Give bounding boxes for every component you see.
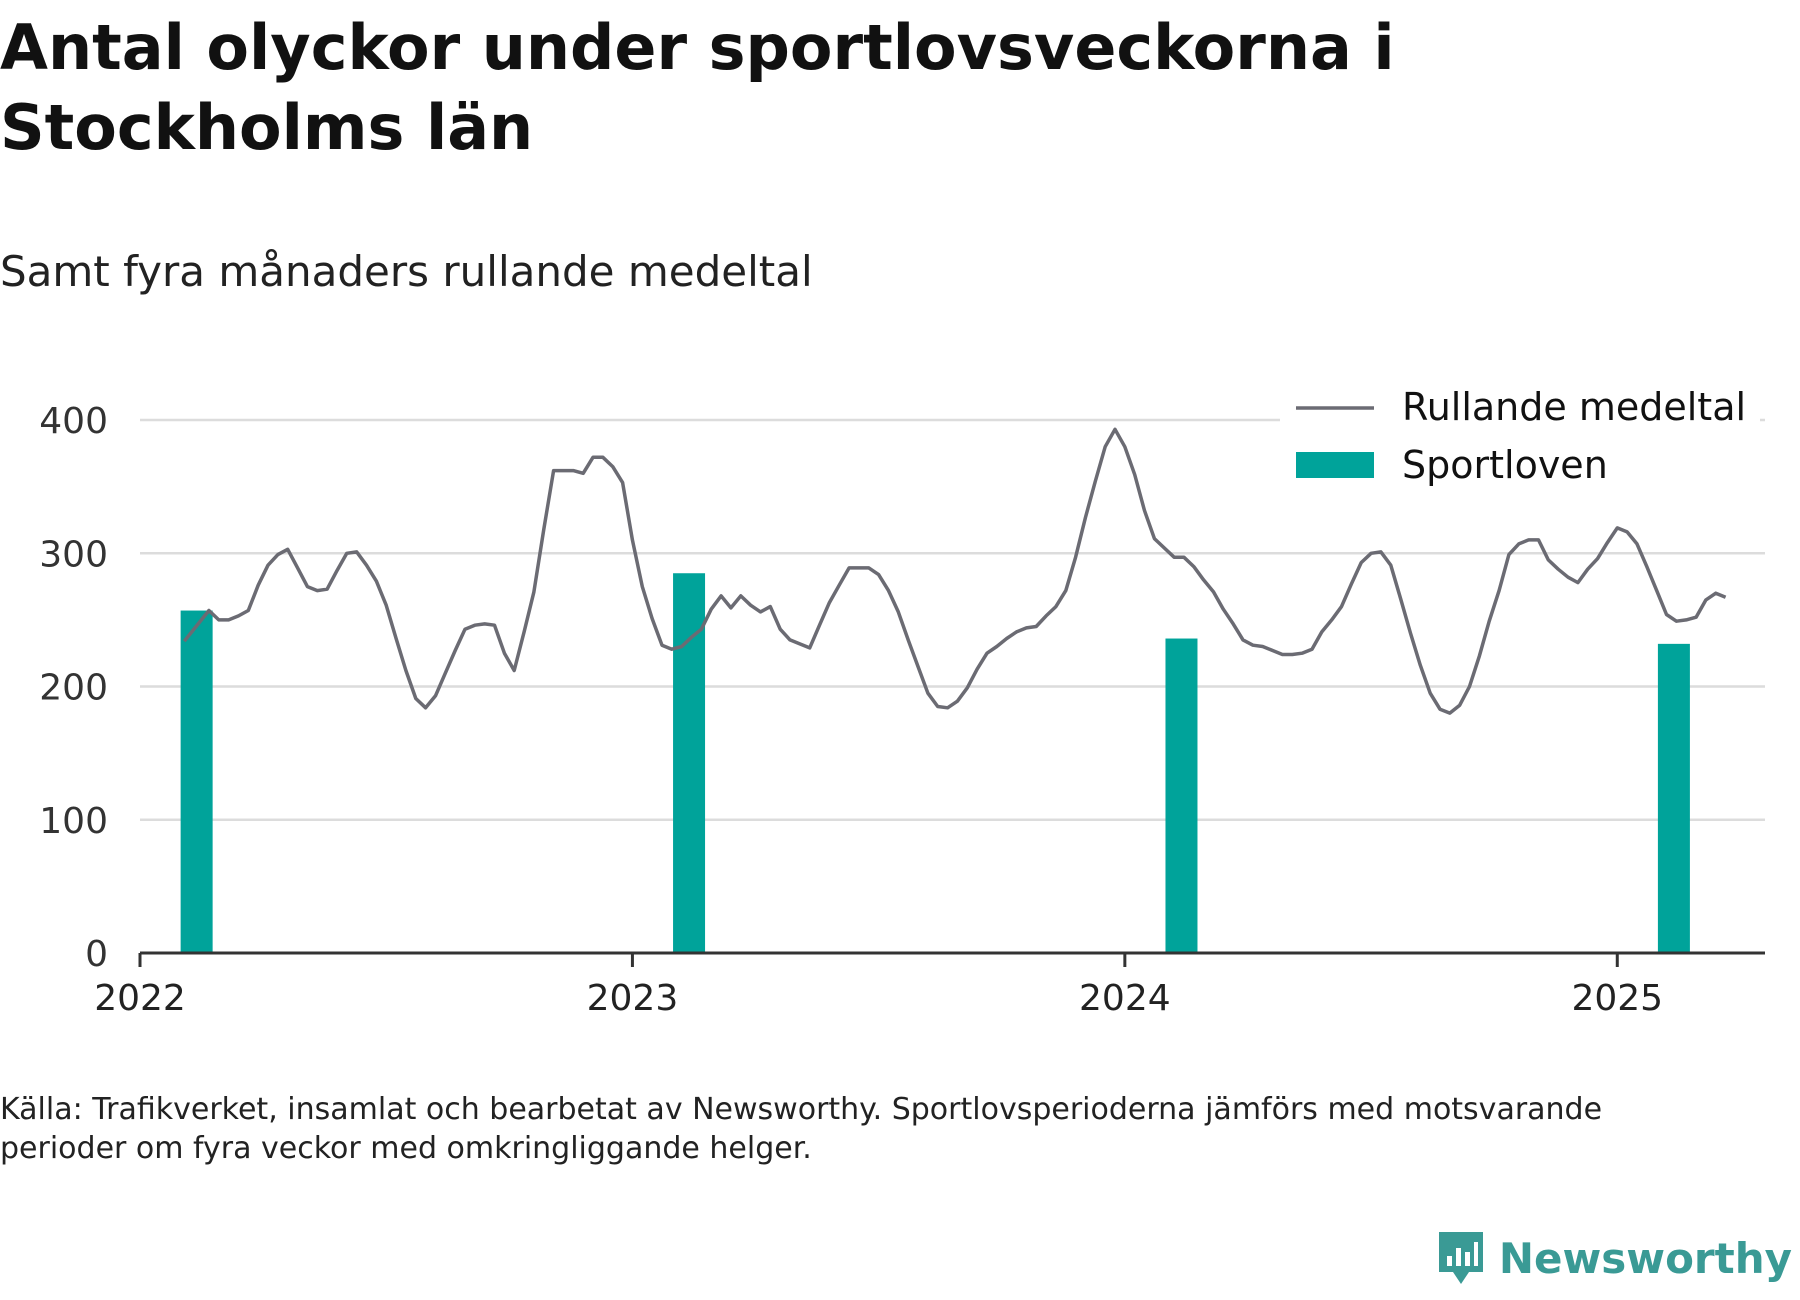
sportlov-bar: [1165, 638, 1198, 953]
y-tick-label: 300: [39, 534, 108, 575]
sportlov-bar: [1657, 643, 1690, 953]
legend-label-line: Rullande medeltal: [1402, 385, 1746, 429]
newsworthy-logo-icon: [1438, 1232, 1483, 1284]
x-tick-label: 2023: [587, 978, 679, 1019]
legend-bar-swatch: [1296, 452, 1374, 478]
chart-area: 0 100 200 300 400 2022 2023 2024 2025 Rullande …: [39, 382, 1765, 1019]
y-axis-ticks: 0 100 200 300 400: [39, 401, 108, 975]
y-tick-label: 0: [85, 934, 108, 975]
legend: Rullande medeltal Sportloven: [1280, 382, 1760, 494]
brand-name: Newsworthy: [1498, 1233, 1792, 1283]
x-tick-label: 2025: [1571, 978, 1663, 1019]
sportlov-bar: [180, 610, 213, 953]
legend-label-bar: Sportloven: [1402, 443, 1608, 487]
sportlov-bar: [673, 573, 706, 953]
rolling-average-line: [182, 427, 1727, 715]
x-axis: 2022 2023 2024 2025: [94, 951, 1765, 1019]
line-series: [182, 427, 1727, 715]
chart-title: Antal olyckor under sportlovsveckorna i …: [0, 11, 1395, 164]
y-tick-label: 100: [39, 801, 108, 842]
x-tick-label: 2024: [1079, 978, 1171, 1019]
x-tick-label: 2022: [94, 978, 186, 1019]
y-tick-label: 400: [39, 401, 108, 442]
source-note: Källa: Trafikverket, insamlat och bearbe…: [0, 1092, 1603, 1166]
brand-logo: Newsworthy: [1435, 1228, 1792, 1288]
y-tick-label: 200: [39, 668, 108, 709]
chart-subtitle: Samt fyra månaders rullande medeltal: [0, 247, 813, 296]
bar-series: [180, 573, 1690, 953]
